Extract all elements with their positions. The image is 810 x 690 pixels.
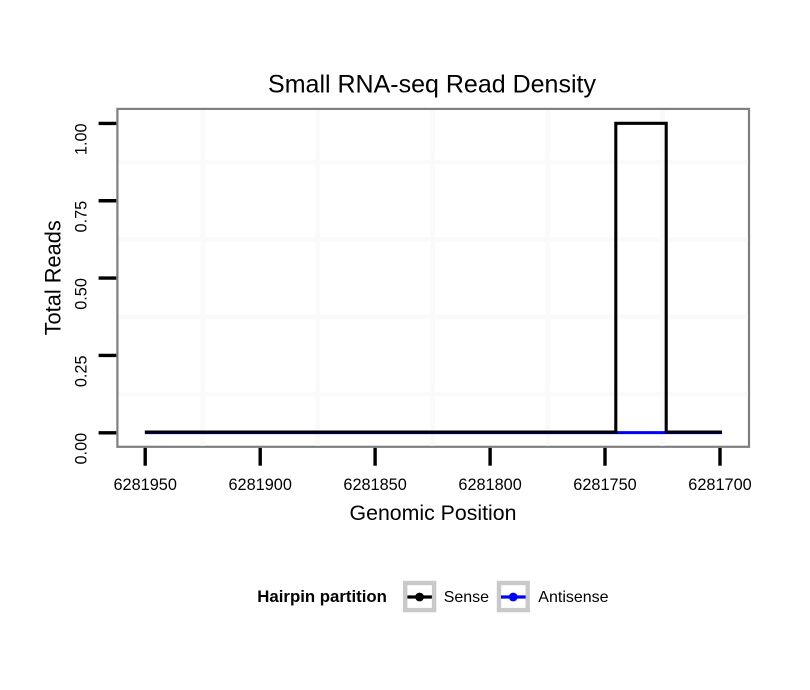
svg-text:6281750: 6281750	[573, 476, 636, 494]
svg-text:Genomic Position: Genomic Position	[350, 501, 517, 525]
svg-text:6281700: 6281700	[688, 476, 751, 494]
svg-text:Total Reads: Total Reads	[41, 220, 66, 335]
svg-text:6281950: 6281950	[114, 476, 177, 494]
svg-text:0.75: 0.75	[73, 201, 91, 233]
svg-text:1.00: 1.00	[73, 123, 91, 155]
svg-text:0.25: 0.25	[73, 355, 91, 387]
svg-text:6281900: 6281900	[229, 476, 292, 494]
svg-text:Antisense: Antisense	[538, 589, 608, 606]
svg-text:Hairpin partition: Hairpin partition	[257, 587, 387, 606]
svg-text:Small RNA-seq Read Density: Small RNA-seq Read Density	[268, 70, 596, 98]
svg-text:Sense: Sense	[444, 589, 489, 606]
svg-text:0.50: 0.50	[73, 278, 91, 310]
svg-text:6281800: 6281800	[458, 476, 521, 494]
svg-text:0.00: 0.00	[73, 433, 91, 465]
svg-text:6281850: 6281850	[343, 476, 406, 494]
